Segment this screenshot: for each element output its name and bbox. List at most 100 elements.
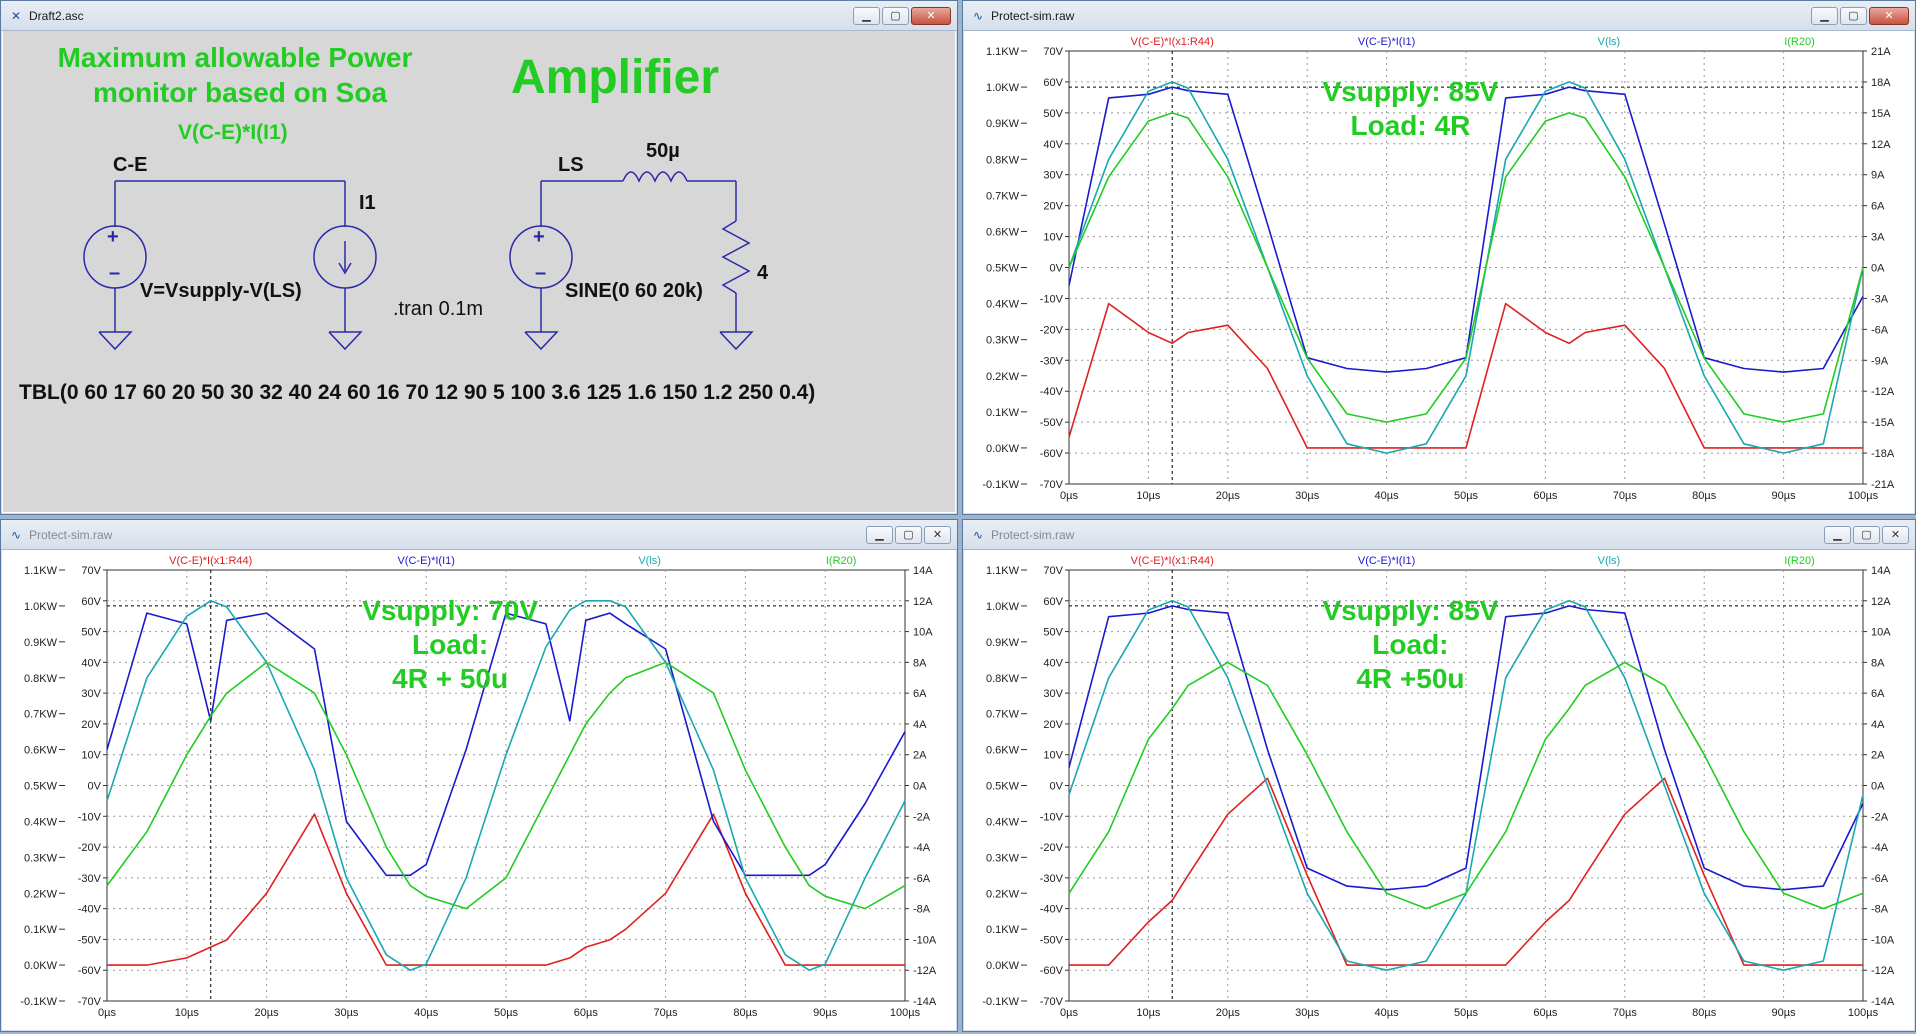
kw-tick-label: 0.8KW [24, 673, 58, 685]
series-line-1[interactable] [1068, 605, 1864, 891]
tbl-expression: TBL(0 60 17 60 20 50 30 32 40 24 60 16 7… [19, 381, 815, 404]
kw-tick-label: 0.8KW [986, 673, 1020, 685]
amp-tick-label: -3A [1871, 293, 1889, 305]
legend-entry[interactable]: I(R20) [826, 555, 857, 567]
series-line-2[interactable] [106, 599, 906, 972]
volt-tick-label: -70V [1040, 996, 1064, 1008]
annotation-text: Load: [1372, 629, 1448, 660]
series-line-3[interactable] [106, 661, 906, 910]
volt-tick-label: 40V [1043, 657, 1063, 669]
amp-tick-label: 6A [1871, 201, 1885, 213]
amp-tick-label: -15A [1871, 417, 1895, 429]
legend-entry[interactable]: V(C-E)*I(x1:R44) [1131, 36, 1214, 48]
kw-tick-label: 0.9KW [986, 118, 1020, 130]
schematic-canvas[interactable]: Maximum allowable Power monitor based on… [3, 31, 955, 512]
legend-entry[interactable]: V(C-E)*I(I1) [397, 555, 454, 567]
ltspice-app-icon: ✕ [10, 8, 22, 23]
volt-tick-label: 0V [88, 781, 102, 793]
sine-spec: SINE(0 60 20k) [565, 280, 703, 302]
series-line-0[interactable] [1069, 777, 1863, 966]
amp-tick-label: 2A [913, 750, 927, 762]
x-tick-label: 50µs [1454, 1007, 1479, 1019]
minimize-button[interactable]: ▁ [853, 7, 880, 25]
resistor-4-ohm[interactable] [721, 220, 751, 294]
close-button[interactable]: ✕ [911, 7, 951, 25]
legend-entry[interactable]: I(R20) [1784, 36, 1815, 48]
amp-tick-label: 12A [913, 596, 933, 608]
amp-tick-label: -21A [1871, 479, 1895, 491]
schematic-window[interactable]: ✕ Draft2.asc ▁ ▢ ✕ Maximum allowable Pow… [0, 0, 958, 515]
legend-entry[interactable]: I(R20) [1784, 555, 1815, 567]
kw-tick-label: 0.2KW [986, 371, 1020, 383]
x-tick-label: 20µs [255, 1007, 280, 1019]
volt-tick-label: 20V [1043, 201, 1063, 213]
volt-tick-label: 60V [1043, 77, 1063, 89]
amp-tick-label: -2A [1871, 811, 1889, 823]
component-label-i1: I1 [359, 192, 376, 214]
amp-tick-label: 4A [1871, 719, 1885, 731]
behavioral-expression: V(C-E)*I(I1) [178, 121, 288, 144]
amp-tick-label: 3A [1871, 232, 1885, 244]
volt-tick-label: 50V [1043, 627, 1063, 639]
legend-entry[interactable]: V(C-E)*I(I1) [1358, 36, 1415, 48]
plot-canvas[interactable]: 0µs 10µs 20µs 30µs 40µs 50µs 60µs 70µs 80µs 90µs 1… [965, 31, 1913, 512]
legend-entry[interactable]: V(ls) [1598, 555, 1621, 567]
volt-tick-label: 40V [81, 657, 101, 669]
volt-tick-label: -50V [1040, 934, 1064, 946]
amp-tick-label: -9A [1871, 355, 1889, 367]
maximize-button[interactable]: ▢ [895, 526, 922, 544]
close-button[interactable]: ✕ [1869, 7, 1909, 25]
plot-titlebar[interactable]: ∿ Protect-sim.raw ▁ ▢ ✕ [963, 520, 1915, 550]
x-tick-label: 100µs [1848, 490, 1879, 502]
plot-window-bottom-left[interactable]: ∿ Protect-sim.raw ▁ ▢ ✕ 0µs 10µs 20µs 30µs 40µs 50… [0, 519, 958, 1032]
series-line-2[interactable] [1068, 81, 1864, 454]
plot-window-top-right[interactable]: ∿ Protect-sim.raw ▁ ▢ ✕ 0µs 10µs 20µs 30µs 40µs 50… [962, 0, 1916, 515]
schematic-titlebar[interactable]: ✕ Draft2.asc ▁ ▢ ✕ [1, 1, 957, 31]
maximize-button[interactable]: ▢ [1840, 7, 1867, 25]
node-label-ce: C-E [113, 154, 147, 176]
amp-tick-label: 10A [913, 627, 933, 639]
series-line-0[interactable] [1068, 302, 1863, 449]
minimize-button[interactable]: ▁ [1811, 7, 1838, 25]
volt-tick-label: -30V [1040, 355, 1064, 367]
amp-tick-label: 6A [913, 688, 927, 700]
volt-tick-label: -20V [1040, 324, 1064, 336]
plot-window-bottom-right[interactable]: ∿ Protect-sim.raw ▁ ▢ ✕ 0µs 10µs 20µs 30µs 40µs 50… [962, 519, 1916, 1032]
kw-tick-label: 1.1KW [24, 565, 58, 577]
volt-tick-label: 20V [81, 719, 101, 731]
close-button[interactable]: ✕ [1882, 526, 1909, 544]
schematic-drawing[interactable]: Maximum allowable Power monitor based on… [3, 31, 955, 513]
plot-svg[interactable]: 0µs 10µs 20µs 30µs 40µs 50µs 60µs 70µs 80µs 90µs 1… [3, 550, 955, 1029]
plot-svg[interactable]: 0µs 10µs 20µs 30µs 40µs 50µs 60µs 70µs 80µs 90µs 1… [965, 550, 1913, 1029]
kw-tick-label: 1.1KW [986, 565, 1020, 577]
series-line-3[interactable] [1068, 661, 1864, 910]
legend-entry[interactable]: V(ls) [1598, 36, 1621, 48]
volt-tick-label: -10V [78, 811, 102, 823]
x-tick-label: 60µs [1533, 1007, 1558, 1019]
legend-entry[interactable]: V(ls) [638, 555, 661, 567]
plot-canvas[interactable]: 0µs 10µs 20µs 30µs 40µs 50µs 60µs 70µs 80µs 90µs 1… [965, 550, 1913, 1029]
plot-svg[interactable]: 0µs 10µs 20µs 30µs 40µs 50µs 60µs 70µs 80µs 90µs 1… [965, 31, 1913, 512]
close-button[interactable]: ✕ [924, 526, 951, 544]
volt-tick-label: 30V [1043, 688, 1063, 700]
amp-tick-label: -6A [1871, 873, 1889, 885]
legend-entry[interactable]: V(C-E)*I(I1) [1358, 555, 1415, 567]
series-line-3[interactable] [1068, 112, 1864, 423]
x-tick-label: 0µs [98, 1007, 116, 1019]
maximize-button[interactable]: ▢ [1853, 526, 1880, 544]
series-line-0[interactable] [107, 813, 905, 966]
maximize-button[interactable]: ▢ [882, 7, 909, 25]
minimize-button[interactable]: ▁ [1824, 526, 1851, 544]
legend-entry[interactable]: V(C-E)*I(x1:R44) [169, 555, 252, 567]
legend-entry[interactable]: V(C-E)*I(x1:R44) [1131, 555, 1214, 567]
amp-tick-label: 2A [1871, 750, 1885, 762]
volt-tick-label: 10V [1043, 750, 1063, 762]
plot-titlebar[interactable]: ∿ Protect-sim.raw ▁ ▢ ✕ [1, 520, 957, 550]
minimize-button[interactable]: ▁ [866, 526, 893, 544]
volt-tick-label: -60V [1040, 965, 1064, 977]
series-line-1[interactable] [106, 612, 906, 877]
plot-canvas[interactable]: 0µs 10µs 20µs 30µs 40µs 50µs 60µs 70µs 80µs 90µs 1… [3, 550, 955, 1029]
kw-tick-label: 0.3KW [24, 852, 58, 864]
plot-titlebar[interactable]: ∿ Protect-sim.raw ▁ ▢ ✕ [963, 1, 1915, 31]
inductor-50u[interactable] [622, 171, 688, 183]
